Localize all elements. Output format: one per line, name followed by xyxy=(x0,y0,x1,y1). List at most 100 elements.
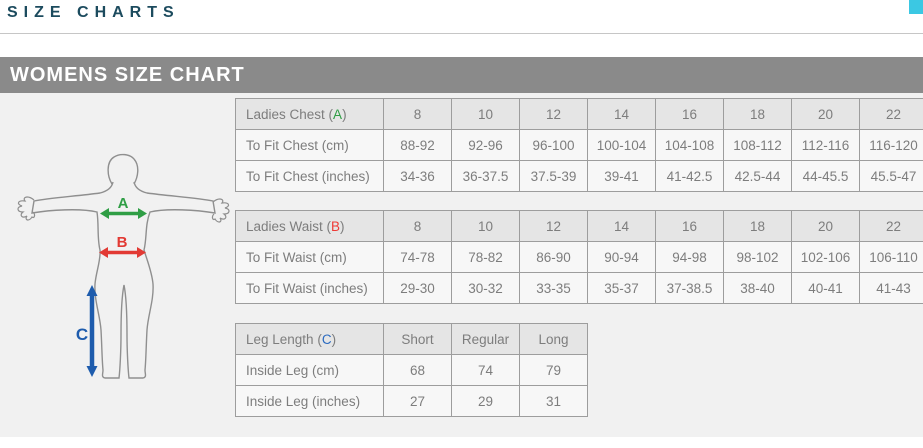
body-diagram-svg: A B C xyxy=(17,153,230,379)
section-banner: WOMENS SIZE CHART xyxy=(0,57,923,93)
size-table-header-row: Ladies Chest (A) 8 10 12 14 16 18 20 22 xyxy=(235,98,923,130)
leg-arrowhead-top xyxy=(86,285,98,296)
right-hand-icon xyxy=(211,198,230,223)
womens-size-chart-section: WOMENS SIZE CHART A B C xyxy=(0,57,923,437)
size-value-cell: 29-30 xyxy=(383,272,452,304)
diagram-letter-ref: C xyxy=(321,331,332,347)
size-value-cell: 38-40 xyxy=(723,272,792,304)
size-column-header-cell: 16 xyxy=(655,98,724,130)
row-label-cell: Inside Leg (cm) xyxy=(235,354,384,386)
size-value-cell: 98-102 xyxy=(723,241,792,273)
size-value-cell: 106-110 xyxy=(859,241,923,273)
size-value-cell: 104-108 xyxy=(655,129,724,161)
size-table-row: To Fit Chest (inches) 34-36 36-37.5 37.5-39… xyxy=(235,160,923,192)
measurement-name-cell: Ladies Chest (A) xyxy=(235,98,384,130)
size-value-cell: 78-82 xyxy=(451,241,520,273)
size-value-cell: 116-120 xyxy=(859,129,923,161)
size-table-row: Inside Leg (inches) 27 29 31 xyxy=(235,385,588,417)
left-hand-icon xyxy=(17,196,36,221)
size-column-header-cell: 18 xyxy=(723,98,792,130)
size-value-cell: 29 xyxy=(451,385,520,417)
size-value-cell: 40-41 xyxy=(791,272,860,304)
size-column-header-cell: 10 xyxy=(451,210,520,242)
accent-square xyxy=(909,0,923,14)
diagram-letter-ref: A xyxy=(333,106,343,122)
size-value-cell: 74 xyxy=(451,354,520,386)
size-value-cell: 108-112 xyxy=(723,129,792,161)
size-column-header-cell: 16 xyxy=(655,210,724,242)
size-column-header-cell: 14 xyxy=(587,210,656,242)
size-table-header-row: Ladies Waist (B) 8 10 12 14 16 18 20 22 xyxy=(235,210,923,242)
leg-arrowhead-bottom xyxy=(86,366,98,377)
chest-label-a: A xyxy=(118,195,129,212)
size-value-cell: 33-35 xyxy=(519,272,588,304)
row-label-cell: To Fit Chest (inches) xyxy=(235,160,384,192)
size-column-header-cell: 20 xyxy=(791,98,860,130)
row-label-cell: To Fit Waist (inches) xyxy=(235,272,384,304)
row-label-cell: To Fit Chest (cm) xyxy=(235,129,384,161)
size-column-header-cell: Short xyxy=(383,323,452,355)
size-value-cell: 96-100 xyxy=(519,129,588,161)
chest-size-table-container: Ladies Chest (A) 8 10 12 14 16 18 20 22 To Fit Ch… xyxy=(235,98,923,192)
body-head-outline xyxy=(107,153,139,185)
diagram-letter-ref: B xyxy=(331,218,341,234)
size-value-cell: 30-32 xyxy=(451,272,520,304)
size-value-cell: 94-98 xyxy=(655,241,724,273)
waist-size-table-container: Ladies Waist (B) 8 10 12 14 16 18 20 22 To Fit Wa… xyxy=(235,210,923,304)
size-column-header-cell: 22 xyxy=(859,210,923,242)
size-value-cell: 100-104 xyxy=(587,129,656,161)
size-value-cell: 31 xyxy=(519,385,588,417)
chest-arrowhead-right xyxy=(138,208,147,219)
size-value-cell: 41-42.5 xyxy=(655,160,724,192)
size-column-header-cell: Long xyxy=(519,323,588,355)
size-table-row: Inside Leg (cm) 68 74 79 xyxy=(235,354,588,386)
header-divider xyxy=(0,33,923,34)
size-table-header-row: Leg Length (C) Short Regular Long xyxy=(235,323,588,355)
size-column-header-cell: 18 xyxy=(723,210,792,242)
size-table-row: To Fit Chest (cm) 88-92 92-96 96-100 100-104… xyxy=(235,129,923,161)
size-column-header-cell: 20 xyxy=(791,210,860,242)
size-value-cell: 79 xyxy=(519,354,588,386)
size-table-row: To Fit Waist (cm) 74-78 78-82 86-90 90-94 94-… xyxy=(235,241,923,273)
chest-arrowhead-left xyxy=(100,208,109,219)
page-title: SIZE CHARTS xyxy=(7,4,180,21)
leg-label-c: C xyxy=(76,325,88,344)
measurement-name-cell: Ladies Waist (B) xyxy=(235,210,384,242)
size-value-cell: 102-106 xyxy=(791,241,860,273)
size-column-header-cell: 8 xyxy=(383,98,452,130)
size-value-cell: 27 xyxy=(383,385,452,417)
waist-arrowhead-right xyxy=(137,247,146,258)
size-value-cell: 36-37.5 xyxy=(451,160,520,192)
size-value-cell: 34-36 xyxy=(383,160,452,192)
size-value-cell: 45.5-47 xyxy=(859,160,923,192)
size-value-cell: 86-90 xyxy=(519,241,588,273)
size-column-header-cell: Regular xyxy=(451,323,520,355)
size-value-cell: 112-116 xyxy=(791,129,860,161)
waist-arrowhead-left xyxy=(99,247,108,258)
size-table-chest: Ladies Chest (A) 8 10 12 14 16 18 20 22 To Fit Ch… xyxy=(235,98,923,192)
body-outline xyxy=(31,181,216,379)
size-column-header-cell: 12 xyxy=(519,210,588,242)
size-value-cell: 37-38.5 xyxy=(655,272,724,304)
size-column-header-cell: 8 xyxy=(383,210,452,242)
size-value-cell: 42.5-44 xyxy=(723,160,792,192)
row-label-cell: To Fit Waist (cm) xyxy=(235,241,384,273)
waist-label-b: B xyxy=(117,234,128,251)
size-value-cell: 92-96 xyxy=(451,129,520,161)
size-column-header-cell: 12 xyxy=(519,98,588,130)
body-measurement-diagram: A B C xyxy=(0,57,235,437)
size-value-cell: 41-43 xyxy=(859,272,923,304)
size-value-cell: 35-37 xyxy=(587,272,656,304)
size-value-cell: 74-78 xyxy=(383,241,452,273)
section-title: WOMENS SIZE CHART xyxy=(10,64,245,86)
size-value-cell: 68 xyxy=(383,354,452,386)
size-column-header-cell: 14 xyxy=(587,98,656,130)
size-table-waist: Ladies Waist (B) 8 10 12 14 16 18 20 22 To Fit Wa… xyxy=(235,210,923,304)
row-label-cell: Inside Leg (inches) xyxy=(235,385,384,417)
size-value-cell: 44-45.5 xyxy=(791,160,860,192)
size-value-cell: 90-94 xyxy=(587,241,656,273)
size-table-row: To Fit Waist (inches) 29-30 30-32 33-35 35-3… xyxy=(235,272,923,304)
size-column-header-cell: 10 xyxy=(451,98,520,130)
measurement-name-cell: Leg Length (C) xyxy=(235,323,384,355)
